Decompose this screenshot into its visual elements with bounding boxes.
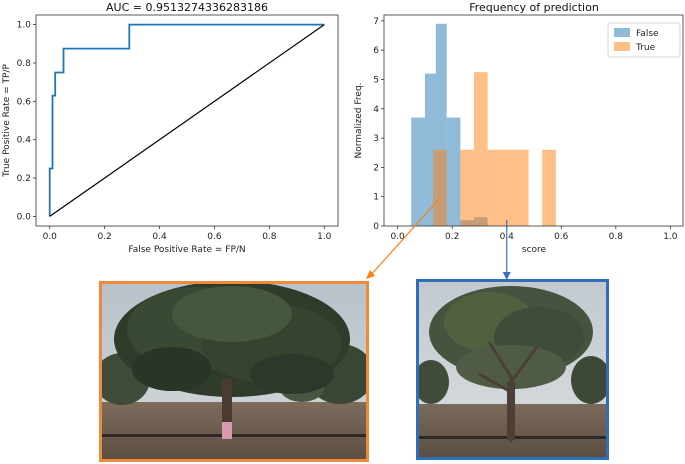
histogram-y-tick-label: 2 (373, 163, 379, 173)
arrowhead-orange (366, 270, 375, 279)
roc-y-tick-label: 0.0 (17, 212, 32, 222)
histogram-y-tick-label: 3 (373, 134, 379, 144)
roc-x-tick-label: 0.2 (97, 232, 111, 242)
roc-title: AUC = 0.9513274336283186 (106, 1, 268, 14)
roc-x-tick-label: 0.0 (43, 232, 58, 242)
histogram-bar-true (433, 149, 447, 226)
roc-y-axis-label: True Positive Rate = TP/P (2, 64, 12, 178)
roc-x-tick-label: 0.6 (207, 232, 222, 242)
histogram-y-tick-label: 4 (373, 105, 379, 115)
histogram-bar-true (460, 149, 474, 226)
roc-x-tick-label: 0.8 (262, 232, 277, 242)
histogram-plot-area (383, 14, 684, 227)
legend-swatch-false (614, 28, 630, 37)
roc-y-tick-label: 1.0 (17, 21, 32, 31)
roc-x-tick-label: 1.0 (317, 232, 332, 242)
annotation-arrows (366, 199, 511, 280)
histogram-x-tick-label: 0.6 (554, 232, 569, 242)
roc-x-axis-label: False Positive Rate = FP/N (128, 245, 245, 255)
histogram-chart: Frequency of prediction score Normalized… (354, 1, 684, 255)
histogram-x-axis-label: score (522, 245, 547, 255)
legend-label-true: True (635, 43, 656, 53)
histogram-bar-false (411, 117, 425, 226)
histogram-y-tick-label: 6 (373, 46, 379, 56)
histogram-bar-true (501, 149, 515, 226)
roc-plot-area (35, 14, 339, 227)
roc-y-tick-label: 0.4 (17, 136, 32, 146)
histogram-x-tick-label: 0.0 (390, 232, 405, 242)
roc-y-tick-label: 0.2 (17, 174, 31, 184)
legend-swatch-true (614, 42, 630, 51)
histogram-y-axis-label: Normalized Freq. (354, 82, 364, 158)
tree-photo-orange (99, 281, 369, 462)
histogram-bar-false (435, 23, 447, 226)
histogram-bar-false (446, 117, 461, 226)
histogram-x-tick-label: 1.0 (663, 232, 678, 242)
histogram-legend: False True (607, 22, 681, 58)
roc-x-tick-label: 0.4 (152, 232, 167, 242)
roc-curve (48, 23, 325, 217)
histogram-y-tick-label: 0 (373, 222, 379, 232)
tree-image-blue (419, 282, 606, 457)
histogram-x-tick-label: 0.8 (609, 232, 624, 242)
histogram-bar-true (542, 149, 556, 226)
roc-diagonal (49, 24, 325, 217)
histogram-bar-true (514, 149, 529, 226)
histogram-title: Frequency of prediction (469, 1, 599, 14)
roc-chart: AUC = 0.9513274336283186 False Positive … (2, 1, 339, 255)
histogram-bar-true (487, 149, 502, 226)
tree-image-orange (102, 284, 366, 459)
arrowhead-blue (502, 272, 511, 280)
histogram-y-tick-label: 7 (373, 17, 379, 27)
histogram-bar-false (424, 73, 436, 226)
histogram-y-tick-label: 5 (373, 75, 379, 85)
legend-label-false: False (636, 29, 659, 39)
histogram-y-tick-label: 1 (373, 193, 379, 203)
arrow-to-orange-photo (369, 199, 439, 277)
histogram-x-tick-label: 0.2 (445, 232, 459, 242)
roc-y-tick-label: 0.6 (17, 97, 32, 107)
roc-y-tick-label: 0.8 (17, 59, 32, 69)
tree-photo-blue (416, 279, 609, 460)
histogram-bar-true (474, 72, 488, 226)
